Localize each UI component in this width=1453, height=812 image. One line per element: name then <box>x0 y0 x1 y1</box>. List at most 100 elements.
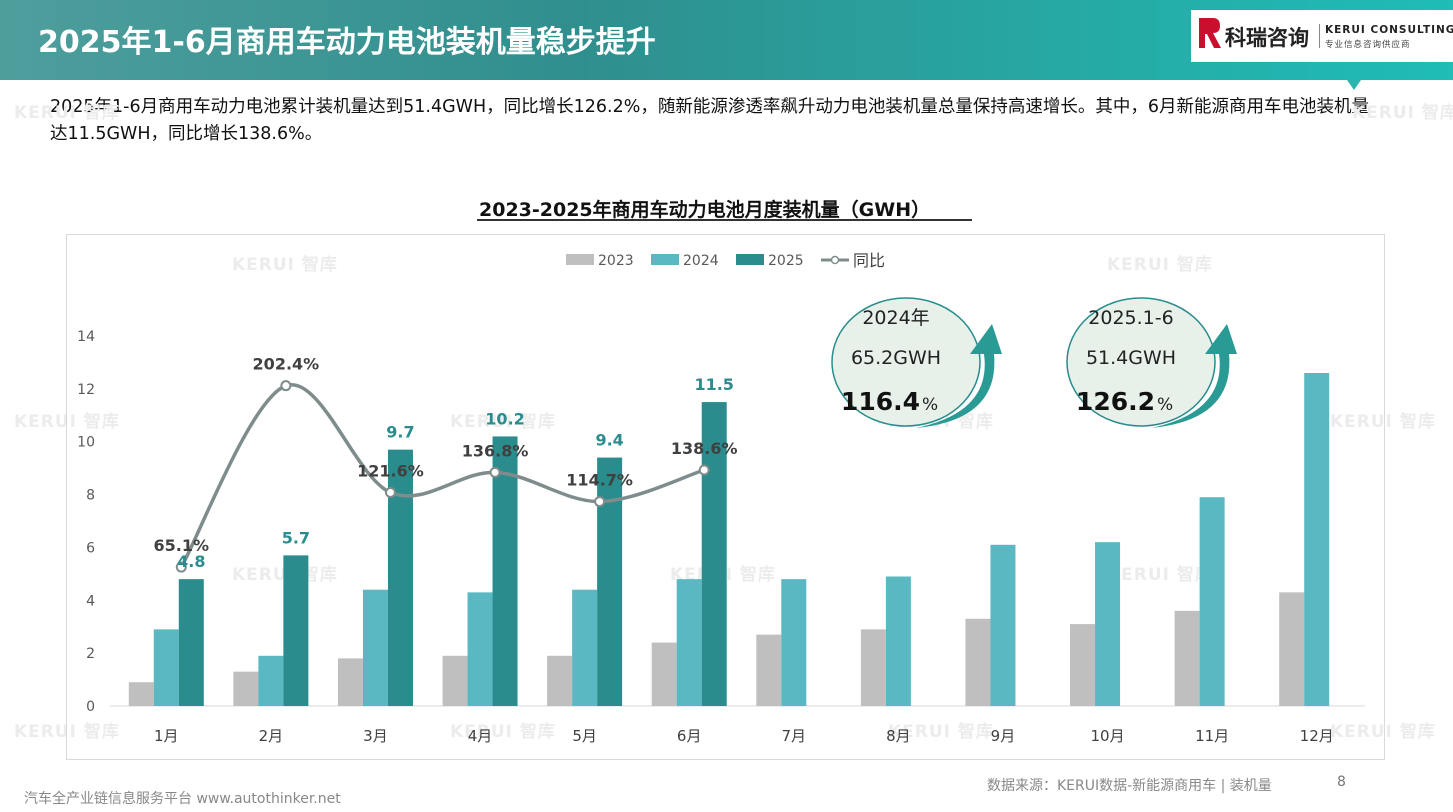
bar-2023 <box>233 671 259 706</box>
callout-ellipse <box>831 297 981 427</box>
bar-2024 <box>885 576 911 706</box>
yoy-data-label: 138.6% <box>671 439 738 458</box>
x-tick-label: 7月 <box>782 727 807 745</box>
y-tick-label: 12 <box>77 382 95 398</box>
bar-2023 <box>1279 592 1305 706</box>
chart-title-underline <box>477 219 972 221</box>
kerui-logo-mark-icon <box>1199 18 1221 48</box>
callout-bubble: 2025.1-6 51.4GWH 126.2% <box>1066 297 1237 428</box>
yoy-point <box>175 561 187 573</box>
page-title: 2025年1-6月商用车动力电池装机量稳步提升 <box>38 25 656 60</box>
bar-2024 <box>258 655 284 706</box>
x-tick-label: 3月 <box>363 727 388 745</box>
callout-bubble: 2024年 65.2GWH 116.4% <box>831 297 1002 428</box>
callout-growth-unit: % <box>1157 395 1173 415</box>
bar-2025 <box>492 436 518 706</box>
callout-growth-value: 126.2 <box>1076 387 1155 416</box>
x-tick-label: 8月 <box>886 727 911 745</box>
bar-2024 <box>467 592 493 706</box>
yoy-data-label: 121.6% <box>357 461 424 480</box>
bar-2023 <box>547 655 573 706</box>
plot-frame <box>66 234 1385 760</box>
bar-data-label-2025: 9.4 <box>595 431 623 450</box>
bar-2023 <box>128 682 154 706</box>
summary-text: 2025年1-6月商用车动力电池累计装机量达到51.4GWH，同比增长126.2… <box>50 97 1369 144</box>
legend-swatch-2024 <box>651 254 679 265</box>
callout-volume: 65.2GWH <box>851 347 941 369</box>
bar-2023 <box>1174 610 1200 706</box>
bar-2023 <box>965 618 991 706</box>
y-tick-label: 10 <box>77 435 95 451</box>
bar-2023 <box>651 642 677 706</box>
bar-2024 <box>781 579 807 706</box>
bar-2023 <box>860 629 886 706</box>
bar-data-label-2025: 5.7 <box>282 528 310 547</box>
callout-period: 2024年 <box>862 307 929 329</box>
bar-2025 <box>283 555 309 706</box>
x-tick-label: 11月 <box>1195 727 1229 745</box>
x-tick-label: 2月 <box>259 727 284 745</box>
footer-platform: 汽车全产业链信息服务平台 www.autothinker.net <box>24 791 341 807</box>
bar-2025 <box>597 457 623 706</box>
bar-2023 <box>756 634 782 706</box>
bar-2023 <box>337 658 363 706</box>
bar-2025 <box>178 579 204 706</box>
bar-data-label-2025: 4.8 <box>177 552 205 571</box>
watermark: KERUI 智库 <box>450 722 556 742</box>
callout-growth-unit: % <box>922 395 938 415</box>
bar-2024 <box>1199 497 1225 706</box>
yoy-data-label: 65.1% <box>154 536 210 555</box>
kerui-logo: 科瑞咨询 KERUI CONSULTING 专业信息咨询供应商 <box>1191 10 1453 62</box>
x-tick-label: 4月 <box>468 727 493 745</box>
watermark: KERUI 智库 <box>1352 103 1453 123</box>
x-tick-label: 10月 <box>1090 727 1124 745</box>
watermark: KERUI 智库 <box>1330 412 1436 432</box>
x-tick-label: 12月 <box>1300 727 1334 745</box>
bar-2025 <box>701 402 727 706</box>
callout-growth-value: 116.4 <box>841 387 920 416</box>
watermark: KERUI 智库 <box>1330 722 1436 742</box>
y-tick-label: 4 <box>86 593 95 609</box>
legend-label: 同比 <box>853 251 885 270</box>
bar-2023 <box>442 655 468 706</box>
watermark: KERUI 智库 <box>1107 565 1213 585</box>
watermark: KERUI 智库 <box>14 103 120 123</box>
bar-data-label-2025: 10.2 <box>485 409 524 428</box>
legend-label: 2023 <box>598 253 634 269</box>
watermark: KERUI 智库 <box>232 255 338 275</box>
yoy-point <box>384 486 396 498</box>
watermark: KERUI 智库 <box>1107 255 1213 275</box>
chart-title: 2023-2025年商用车动力电池月度装机量（GWH） <box>479 199 931 221</box>
logo-tagline: 专业信息咨询供应商 <box>1325 40 1411 50</box>
growth-arrow-icon <box>1151 324 1237 428</box>
bar-data-label-2025: 9.7 <box>386 423 414 442</box>
legend-swatch-2025 <box>736 254 764 265</box>
bar-2024 <box>676 579 702 706</box>
yoy-point <box>698 464 710 476</box>
watermark: KERUI 智库 <box>450 412 556 432</box>
y-tick-label: 8 <box>86 488 95 504</box>
yoy-point <box>280 380 292 392</box>
logo-divider <box>1319 24 1320 48</box>
bar-data-label-2025: 11.5 <box>694 375 733 394</box>
yoy-data-label: 136.8% <box>462 441 529 460</box>
bar-2024 <box>572 589 598 706</box>
bar-2024 <box>362 589 388 706</box>
y-tick-label: 2 <box>86 646 95 662</box>
callout-volume: 51.4GWH <box>1086 347 1176 369</box>
yoy-data-label: 114.7% <box>566 471 633 490</box>
legend-swatch-yoy-marker <box>830 255 840 265</box>
bar-2024 <box>990 544 1016 706</box>
page-number: 8 <box>1337 774 1346 790</box>
x-tick-label: 9月 <box>991 727 1016 745</box>
logo-name-en: KERUI CONSULTING <box>1325 24 1453 36</box>
x-tick-label: 1月 <box>154 727 179 745</box>
watermark: KERUI 智库 <box>888 722 994 742</box>
yoy-point <box>594 496 606 508</box>
yoy-data-label: 202.4% <box>253 355 320 374</box>
x-tick-label: 6月 <box>677 727 702 745</box>
data-source: 数据来源：KERUI数据-新能源商用车 | 装机量 <box>987 778 1272 794</box>
header-pointer <box>1347 80 1361 90</box>
logo-name-cn: 科瑞咨询 <box>1225 26 1309 50</box>
